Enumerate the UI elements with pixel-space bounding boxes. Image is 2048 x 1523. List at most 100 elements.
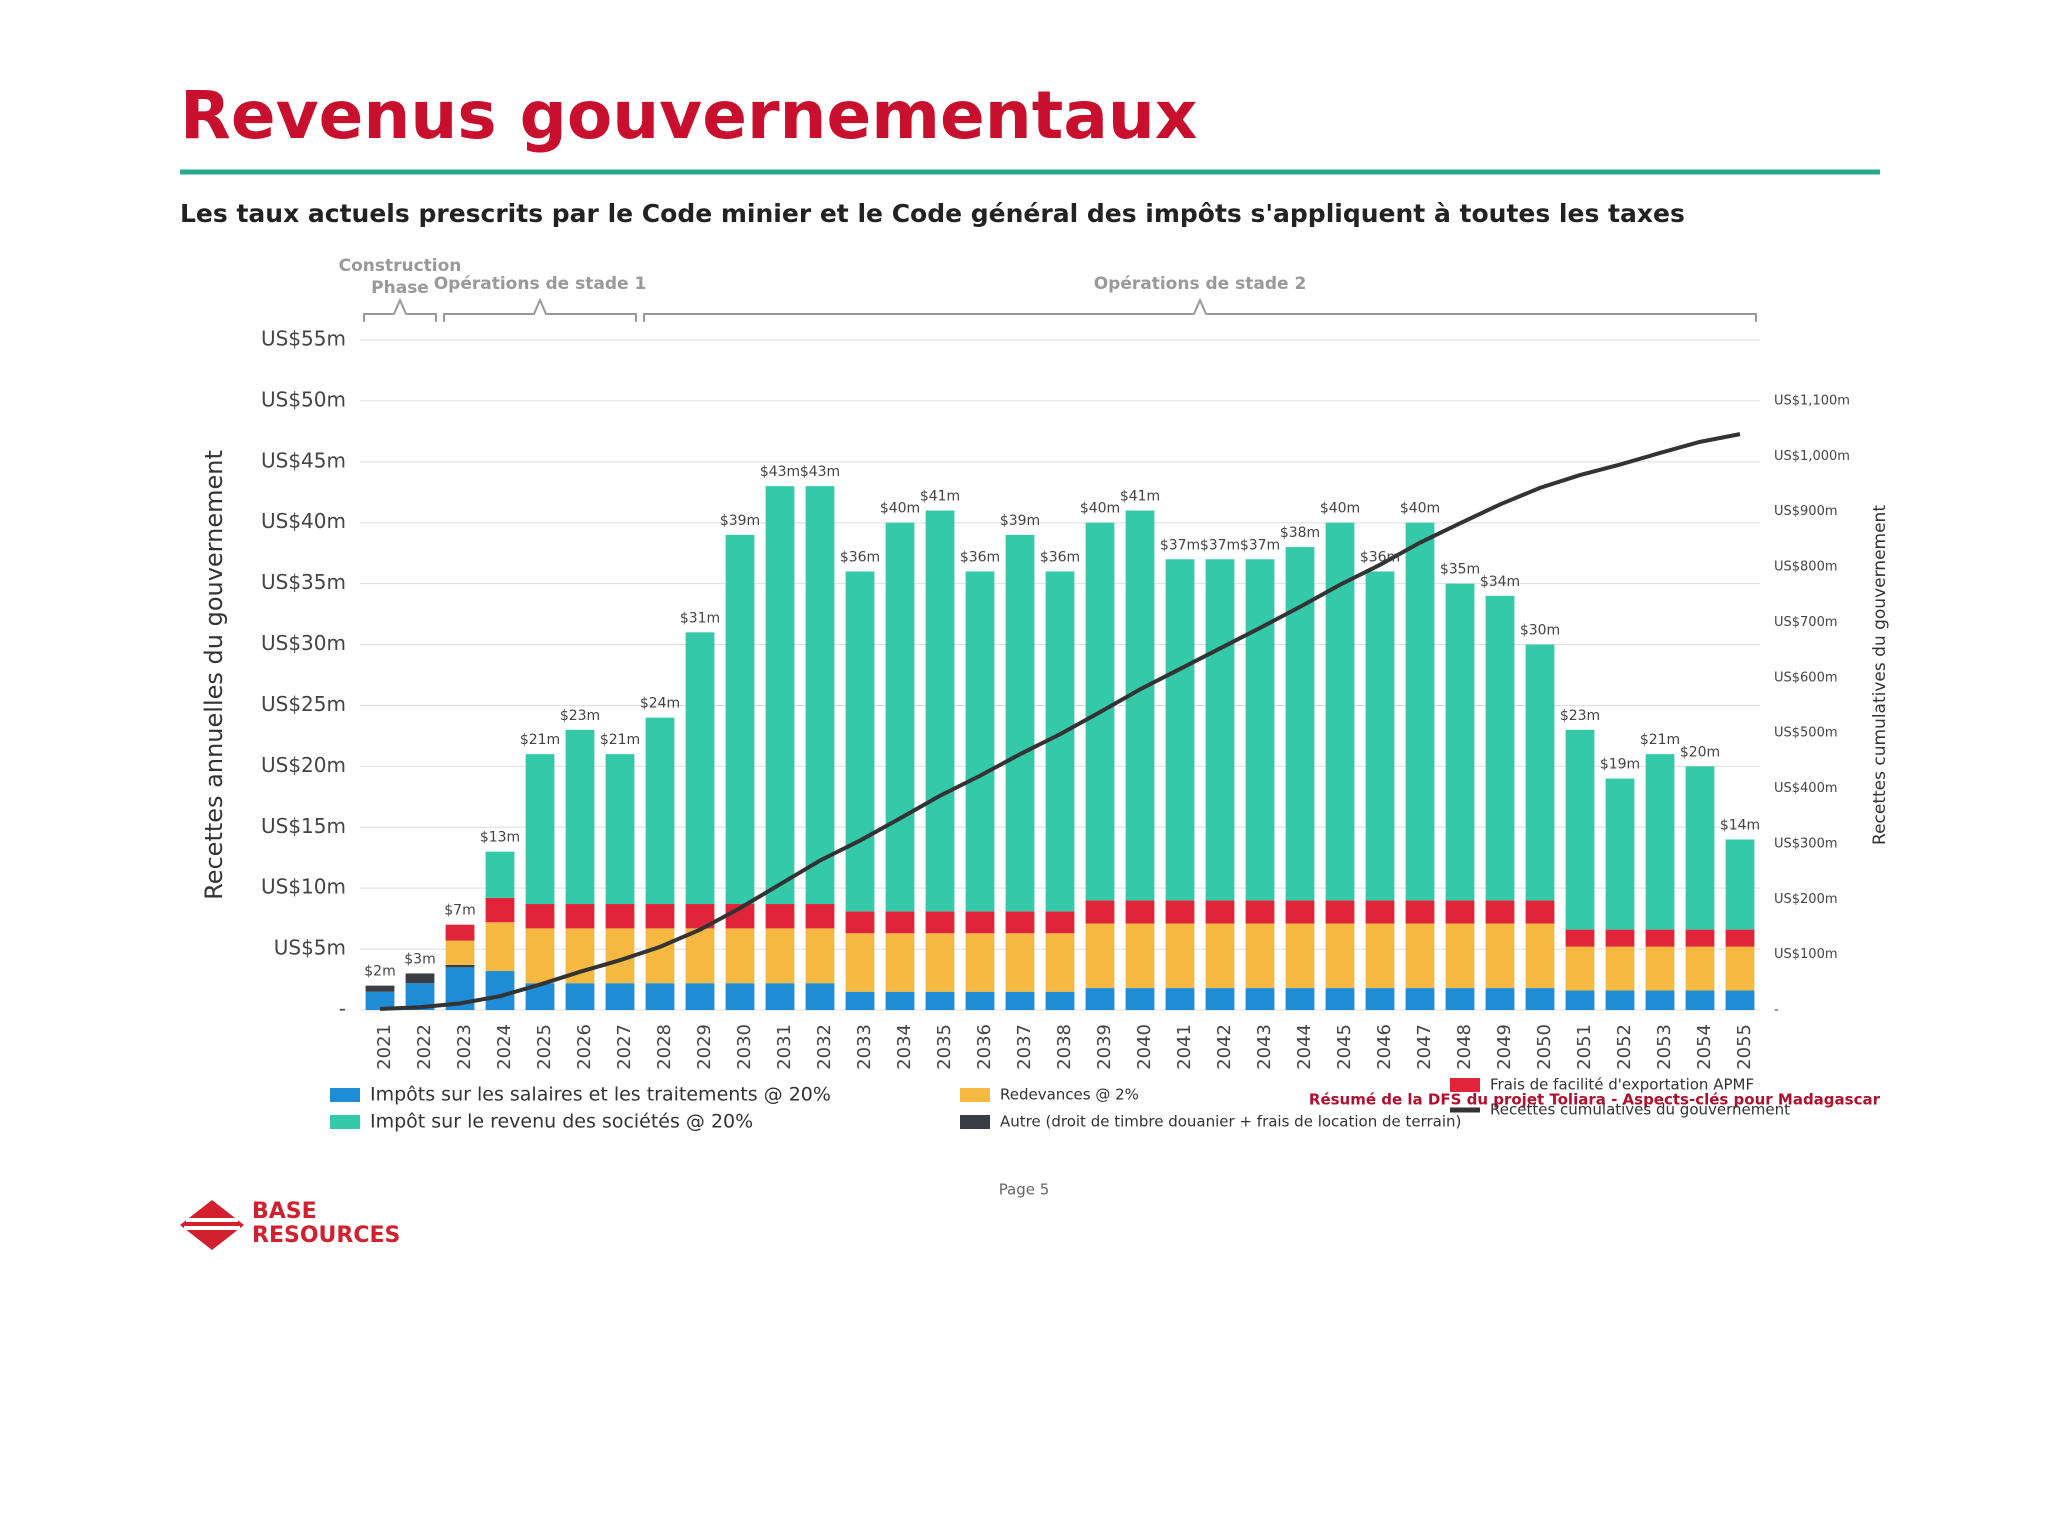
x-tick-label: 2024	[494, 1024, 515, 1070]
y-tick-label: US$5m	[274, 936, 346, 960]
bar-segment	[1205, 923, 1235, 989]
bar-segment	[1445, 900, 1475, 924]
total-label: $14m	[1720, 817, 1760, 833]
y2-tick-label: US$800m	[1774, 560, 1838, 575]
total-label: $40m	[1400, 501, 1440, 517]
bar-segment	[1165, 900, 1195, 924]
page-number: Page 5	[999, 1181, 1050, 1199]
bar-segment	[1445, 923, 1475, 989]
y-tick-label: US$55m	[261, 327, 346, 351]
bar-segment	[605, 904, 635, 929]
total-label: $37m	[1160, 537, 1200, 553]
logo: BASE RESOURCES	[180, 1199, 400, 1250]
legend-label: Impôts sur les salaires et les traitemen…	[370, 1084, 831, 1106]
bar-segment	[645, 904, 675, 929]
total-label: $36m	[840, 549, 880, 565]
x-tick-label: 2038	[1054, 1024, 1075, 1070]
bar-segment	[1325, 988, 1355, 1010]
total-label: $30m	[1520, 623, 1560, 639]
bar-segment	[765, 486, 795, 905]
bar-segment	[1605, 929, 1635, 947]
bar-segment	[525, 754, 555, 905]
bar-segment	[1125, 510, 1155, 901]
x-tick-label: 2041	[1174, 1024, 1195, 1070]
total-label: $39m	[1000, 513, 1040, 529]
total-label: $19m	[1600, 757, 1640, 773]
bar-segment	[645, 928, 675, 984]
y2-axis-title: Recettes cumulatives du gouvernement	[1870, 505, 1890, 845]
bar-segment	[805, 904, 835, 929]
x-tick-label: 2036	[974, 1024, 995, 1070]
x-tick-label: 2033	[854, 1024, 875, 1070]
bar-segment	[485, 897, 515, 923]
total-label: $36m	[1360, 549, 1400, 565]
bar-segment	[1725, 946, 1755, 991]
phase-bracket	[643, 297, 1757, 322]
y2-tick-label: US$300m	[1774, 836, 1838, 851]
bar-segment	[525, 904, 555, 929]
bar-segment	[1165, 988, 1195, 1010]
legend-label: Impôt sur le revenu des sociétés @ 20%	[370, 1111, 753, 1133]
bar-segment	[645, 983, 675, 1010]
bar-segment	[1045, 991, 1075, 1010]
y2-tick-label: US$900m	[1774, 504, 1838, 519]
bar-segment	[1485, 595, 1515, 901]
bar-segment	[1045, 911, 1075, 934]
x-tick-label: 2034	[894, 1024, 915, 1070]
legend-marker	[960, 1115, 990, 1129]
bar-segment	[1005, 991, 1035, 1010]
x-tick-label: 2045	[1334, 1024, 1355, 1070]
x-tick-label: 2046	[1374, 1024, 1395, 1070]
bar-segment	[1325, 923, 1355, 989]
bar-segment	[485, 851, 515, 898]
bar-segment	[725, 983, 755, 1010]
bar-segment	[725, 534, 755, 905]
y-tick-label: US$35m	[261, 570, 346, 594]
x-tick-label: 2021	[374, 1024, 395, 1070]
bar-segment	[1445, 583, 1475, 901]
bar-segment	[1045, 571, 1075, 912]
bar-segment	[685, 632, 715, 905]
y2-tick-label: US$500m	[1774, 726, 1838, 741]
bar-segment	[405, 973, 435, 984]
bar-segment	[1045, 933, 1075, 992]
y-tick-label: US$45m	[261, 448, 346, 472]
y2-tick-label: US$1,100m	[1774, 393, 1850, 408]
bar-segment	[1005, 534, 1035, 912]
phase-label: Opérations de stade 1	[434, 274, 647, 294]
bar-segment	[485, 922, 515, 972]
bar-segment	[1605, 990, 1635, 1010]
x-tick-label: 2047	[1414, 1024, 1435, 1070]
bar-segment	[885, 933, 915, 992]
bar-segment	[645, 717, 675, 905]
bar-segment	[685, 928, 715, 984]
phase-label: Opérations de stade 2	[1094, 274, 1307, 294]
y2-tick-label: US$700m	[1774, 615, 1838, 630]
bar-segment	[1245, 900, 1275, 924]
y2-tick-label: US$100m	[1774, 947, 1838, 962]
bar-segment	[445, 924, 475, 941]
bar-segment	[765, 983, 795, 1010]
legend-label: Frais de facilité d'exportation APMF	[1490, 1076, 1754, 1094]
x-tick-label: 2039	[1094, 1024, 1115, 1070]
bar-segment	[1565, 729, 1595, 930]
logo-mark	[180, 1200, 244, 1250]
bar-segment	[925, 911, 955, 934]
x-tick-label: 2048	[1454, 1024, 1475, 1070]
bar-segment	[1725, 929, 1755, 947]
bar-segment	[925, 510, 955, 912]
phase-label: Construction Phase	[339, 256, 462, 298]
bar-segment	[765, 904, 795, 929]
bar-segment	[605, 983, 635, 1010]
legend-label: Redevances @ 2%	[1000, 1086, 1139, 1104]
legend-marker	[960, 1088, 990, 1102]
footer: Résumé de la DFS du projet Toliara - Asp…	[1309, 1091, 1881, 1109]
total-label: $41m	[920, 489, 960, 505]
bar-segment	[1525, 923, 1555, 989]
bar-segment	[925, 991, 955, 1010]
x-tick-label: 2043	[1254, 1024, 1275, 1070]
y-tick-label: -	[339, 997, 346, 1021]
legend-label: Recettes cumulatives du gouvernement	[1490, 1101, 1790, 1119]
bar-segment	[1565, 929, 1595, 947]
bar-segment	[1405, 923, 1435, 989]
